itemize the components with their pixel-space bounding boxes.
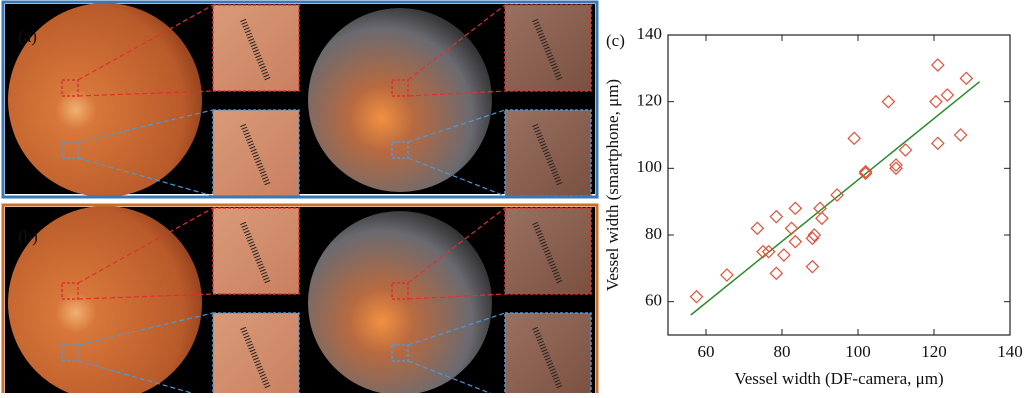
plot-frame xyxy=(668,35,1010,335)
x-tick-label: 80 xyxy=(774,342,791,361)
data-point xyxy=(789,202,801,214)
fundus-image xyxy=(8,3,202,197)
x-tick-label: 100 xyxy=(845,342,871,361)
data-point xyxy=(932,137,944,149)
data-point xyxy=(786,222,798,234)
data-point xyxy=(960,72,972,84)
data-point xyxy=(831,189,843,201)
data-point xyxy=(932,59,944,71)
image-panels xyxy=(3,2,597,393)
figure: (a) (b) (c) Vessel width (DF-camera, μm)… xyxy=(0,0,1028,393)
fundus-image xyxy=(308,8,492,192)
panel-label: (c) xyxy=(606,31,625,50)
y-axis-label: Vessel width (smartphone, μm) xyxy=(603,79,622,291)
data-point xyxy=(930,96,942,108)
data-point xyxy=(814,202,826,214)
fundus-image xyxy=(308,211,492,393)
data-point xyxy=(751,222,763,234)
data-point xyxy=(890,159,902,171)
data-point xyxy=(778,249,790,261)
data-point xyxy=(941,89,953,101)
data-point xyxy=(955,129,967,141)
data-point xyxy=(816,212,828,224)
data-point xyxy=(806,261,818,273)
data-point xyxy=(789,236,801,248)
data-point xyxy=(770,211,782,223)
panel-label: (b) xyxy=(18,227,38,246)
data-point xyxy=(721,269,733,281)
y-tick-label: 60 xyxy=(645,291,662,310)
y-tick-label: 140 xyxy=(637,24,663,43)
inset-image xyxy=(505,313,591,393)
data-point xyxy=(890,162,902,174)
x-tick-label: 60 xyxy=(698,342,715,361)
y-tick-label: 120 xyxy=(637,91,663,110)
y-tick-label: 80 xyxy=(645,224,662,243)
inset-image xyxy=(213,313,299,393)
y-tick-label: 100 xyxy=(637,157,663,176)
panel-label: (a) xyxy=(18,27,37,46)
data-point xyxy=(882,96,894,108)
x-tick-label: 140 xyxy=(997,342,1023,361)
x-axis-label: Vessel width (DF-camera, μm) xyxy=(734,369,943,388)
data-point xyxy=(770,267,782,279)
x-tick-label: 120 xyxy=(921,342,947,361)
data-point xyxy=(848,132,860,144)
data-point xyxy=(691,291,703,303)
